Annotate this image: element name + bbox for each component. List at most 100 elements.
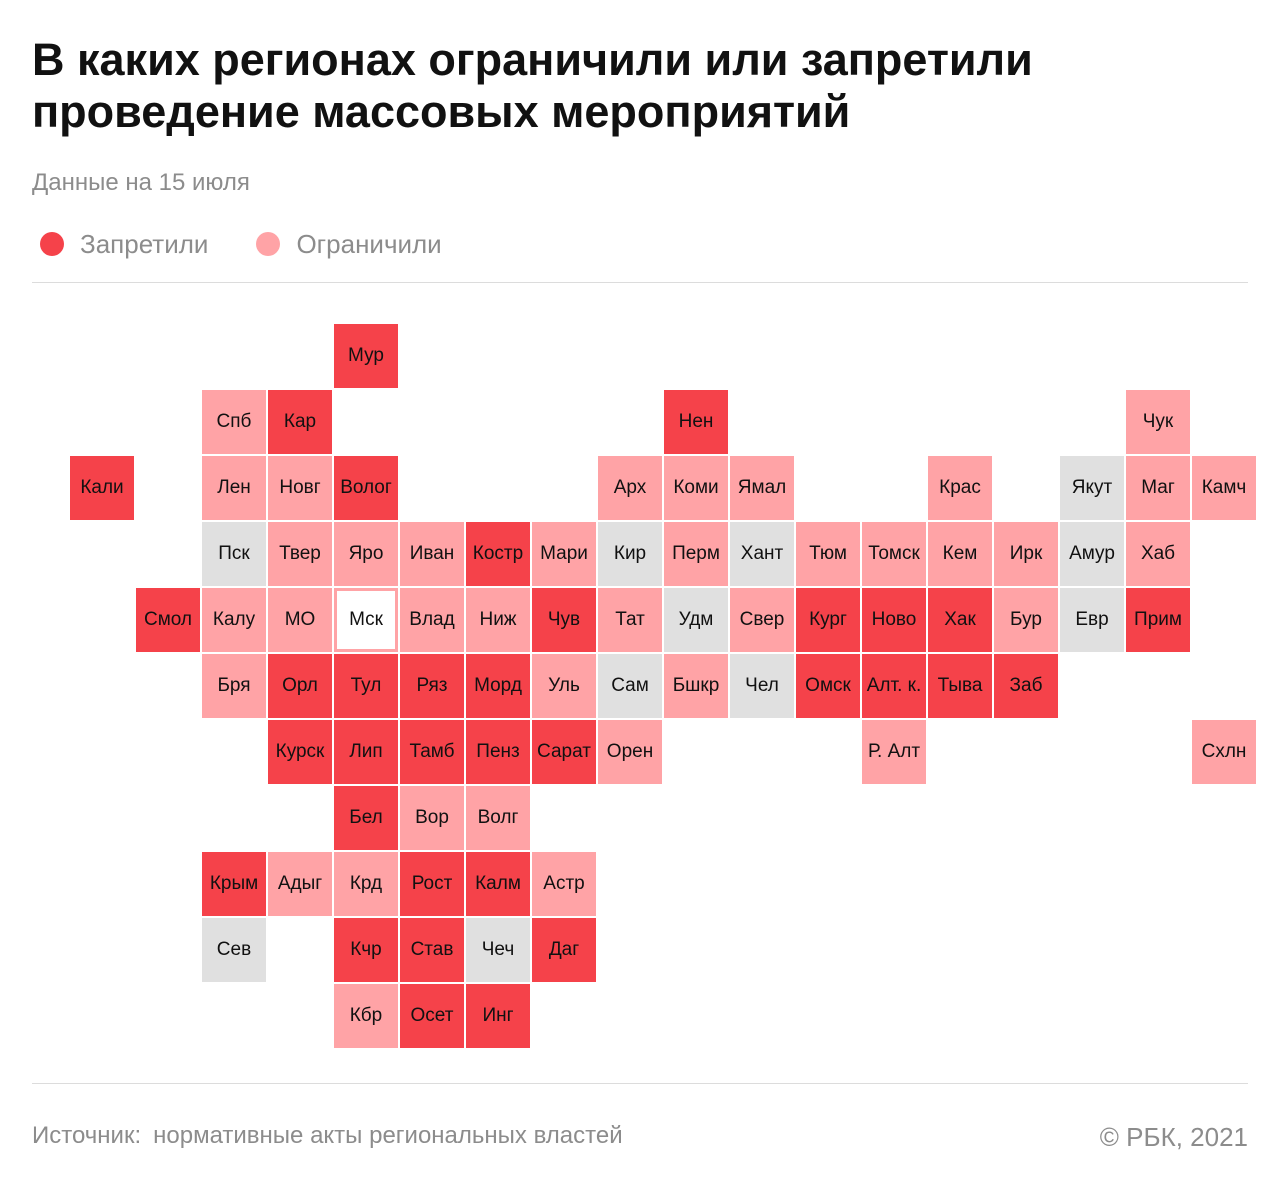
region-tile: Кир bbox=[598, 522, 662, 586]
region-tile: Хак bbox=[928, 588, 992, 652]
region-tile: Морд bbox=[466, 654, 530, 718]
region-tile: Арх bbox=[598, 456, 662, 520]
region-tile: Тыва bbox=[928, 654, 992, 718]
source-note: Источник: нормативные акты региональных в… bbox=[32, 1122, 623, 1150]
bottom-divider bbox=[32, 1083, 1248, 1084]
region-tile: Камч bbox=[1192, 456, 1256, 520]
region-tile: Евр bbox=[1060, 588, 1124, 652]
region-tile: Тул bbox=[334, 654, 398, 718]
legend-item-banned: Запретили bbox=[32, 229, 208, 260]
region-tile: Крым bbox=[202, 852, 266, 916]
region-tile: Сам bbox=[598, 654, 662, 718]
region-tile: Адыг bbox=[268, 852, 332, 916]
region-tile: Амур bbox=[1060, 522, 1124, 586]
region-tile: Крас bbox=[928, 456, 992, 520]
region-tile: Пенз bbox=[466, 720, 530, 784]
region-tile: Твер bbox=[268, 522, 332, 586]
region-tile: Чув bbox=[532, 588, 596, 652]
region-tile: Якут bbox=[1060, 456, 1124, 520]
region-tile: Хаб bbox=[1126, 522, 1190, 586]
region-tile: Бел bbox=[334, 786, 398, 850]
region-tile: Уль bbox=[532, 654, 596, 718]
region-tile: Смол bbox=[136, 588, 200, 652]
region-tile: Волог bbox=[334, 456, 398, 520]
region-tile: Тюм bbox=[796, 522, 860, 586]
region-tile: Даг bbox=[532, 918, 596, 982]
region-tile: МО bbox=[268, 588, 332, 652]
region-tile: Курск bbox=[268, 720, 332, 784]
region-tile: Ниж bbox=[466, 588, 530, 652]
region-tile: Калм bbox=[466, 852, 530, 916]
region-tile: Чел bbox=[730, 654, 794, 718]
region-tile: Орл bbox=[268, 654, 332, 718]
region-tile: Инг bbox=[466, 984, 530, 1048]
region-tile: Мари bbox=[532, 522, 596, 586]
region-tile: Крд bbox=[334, 852, 398, 916]
region-tile: Новг bbox=[268, 456, 332, 520]
region-tile: Влад bbox=[400, 588, 464, 652]
region-tile: Яро bbox=[334, 522, 398, 586]
region-tile: Удм bbox=[664, 588, 728, 652]
legend-label-banned: Запретили bbox=[80, 228, 209, 259]
region-tile: Кали bbox=[70, 456, 134, 520]
region-tile: Тат bbox=[598, 588, 662, 652]
region-tile: Заб bbox=[994, 654, 1058, 718]
legend-item-restricted: Ограничили bbox=[248, 228, 442, 260]
region-tile: Осет bbox=[400, 984, 464, 1048]
region-tile: Чук bbox=[1126, 390, 1190, 454]
region-tile: Калу bbox=[202, 588, 266, 652]
region-tile: Ново bbox=[862, 588, 926, 652]
region-tile: Астр bbox=[532, 852, 596, 916]
region-tile: Рост bbox=[400, 852, 464, 916]
region-tile: Маг bbox=[1126, 456, 1190, 520]
chart-subtitle: Данные на 15 июля bbox=[32, 169, 250, 196]
legend-label-restricted: Ограничили bbox=[296, 228, 442, 259]
copyright: © РБК, 2021 bbox=[1099, 1122, 1248, 1152]
region-tile: Кург bbox=[796, 588, 860, 652]
region-tile: Волг bbox=[466, 786, 530, 850]
source-text: нормативные акты региональных властей bbox=[153, 1122, 623, 1149]
region-tile: Сарат bbox=[532, 720, 596, 784]
region-tile: Схлн bbox=[1192, 720, 1256, 784]
top-divider bbox=[32, 282, 1248, 283]
region-tile: Лип bbox=[334, 720, 398, 784]
region-tile: Р. Алт bbox=[862, 720, 926, 784]
region-tile: Став bbox=[400, 918, 464, 982]
region-tile: Сев bbox=[202, 918, 266, 982]
region-tile: Кчр bbox=[334, 918, 398, 982]
region-tile: Кбр bbox=[334, 984, 398, 1048]
legend-swatch-restricted bbox=[256, 232, 281, 256]
chart-title: В каких регионах ограничили или запретил… bbox=[32, 34, 1033, 137]
region-tile: Лен bbox=[202, 456, 266, 520]
region-tile: Бшкр bbox=[664, 654, 728, 718]
region-tile: Мск bbox=[334, 588, 398, 652]
region-tile: Пск bbox=[202, 522, 266, 586]
region-tile: Перм bbox=[664, 522, 728, 586]
region-tile: Бур bbox=[994, 588, 1058, 652]
region-tile: Кем bbox=[928, 522, 992, 586]
region-tile: Ряз bbox=[400, 654, 464, 718]
region-tile: Ирк bbox=[994, 522, 1058, 586]
region-tile: Омск bbox=[796, 654, 860, 718]
source-label: Источник: bbox=[32, 1122, 142, 1149]
region-tile: Коми bbox=[664, 456, 728, 520]
region-tile: Ямал bbox=[730, 456, 794, 520]
region-tile: Спб bbox=[202, 390, 266, 454]
region-tile: Прим bbox=[1126, 588, 1190, 652]
region-tile: Чеч bbox=[466, 918, 530, 982]
region-tile: Кар bbox=[268, 390, 332, 454]
region-tile: Свер bbox=[730, 588, 794, 652]
region-tile: Тамб bbox=[400, 720, 464, 784]
legend-swatch-banned bbox=[40, 232, 64, 256]
region-tile: Бря bbox=[202, 654, 266, 718]
region-tile: Орен bbox=[598, 720, 662, 784]
region-tile: Мур bbox=[334, 324, 398, 388]
region-tile: Вор bbox=[400, 786, 464, 850]
region-tile: Нен bbox=[664, 390, 728, 454]
region-tile: Костр bbox=[466, 522, 530, 586]
region-tile: Хант bbox=[730, 522, 794, 586]
region-tile: Иван bbox=[400, 522, 464, 586]
region-tile: Алт. к. bbox=[862, 654, 926, 718]
region-tile: Томск bbox=[862, 522, 926, 586]
